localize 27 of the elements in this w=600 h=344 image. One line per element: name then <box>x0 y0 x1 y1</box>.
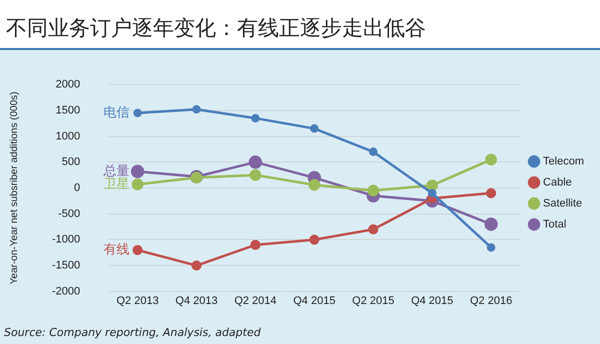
y-tick-label: 500 <box>62 156 80 168</box>
annotation: 卫星 <box>104 176 130 192</box>
y-tick-label: -2000 <box>52 285 80 298</box>
y-axis-title: Year-on-Year net subsriber additions (000s) <box>8 92 20 284</box>
annotation: 电信 <box>104 105 130 120</box>
annotation: 有线 <box>104 242 130 258</box>
y-tick-label: -500 <box>58 208 80 220</box>
y-tick-label: 1000 <box>56 130 80 142</box>
legend-label: Satellite <box>543 198 582 210</box>
x-tick-label: Q2 2016 <box>470 295 512 308</box>
y-tick-label: -1500 <box>52 260 80 272</box>
source-note: Source: Company reporting, Analysis, adapted <box>4 326 261 339</box>
legend-label: Total <box>543 218 566 231</box>
legend-label: Telecom <box>543 156 584 168</box>
x-tick-label: Q4 2013 <box>175 295 218 308</box>
y-tick-label: 2000 <box>56 78 80 91</box>
y-tick-label: -1000 <box>52 234 80 246</box>
x-tick-label: Q4 2015 <box>411 295 454 308</box>
y-tick-label: 1500 <box>56 104 80 116</box>
x-tick-label: Q4 2015 <box>293 295 336 308</box>
y-tick-label: 0 <box>74 182 80 194</box>
x-tick-label: Q2 2013 <box>116 295 159 308</box>
annotation: 总量 <box>102 164 130 179</box>
x-tick-label: Q2 2014 <box>234 295 277 308</box>
chart-title: 不同业务订户逐年变化：有线正逐步走出低谷 <box>5 15 427 42</box>
legend-label: Cable <box>543 176 572 189</box>
x-tick-label: Q2 2015 <box>352 295 394 308</box>
